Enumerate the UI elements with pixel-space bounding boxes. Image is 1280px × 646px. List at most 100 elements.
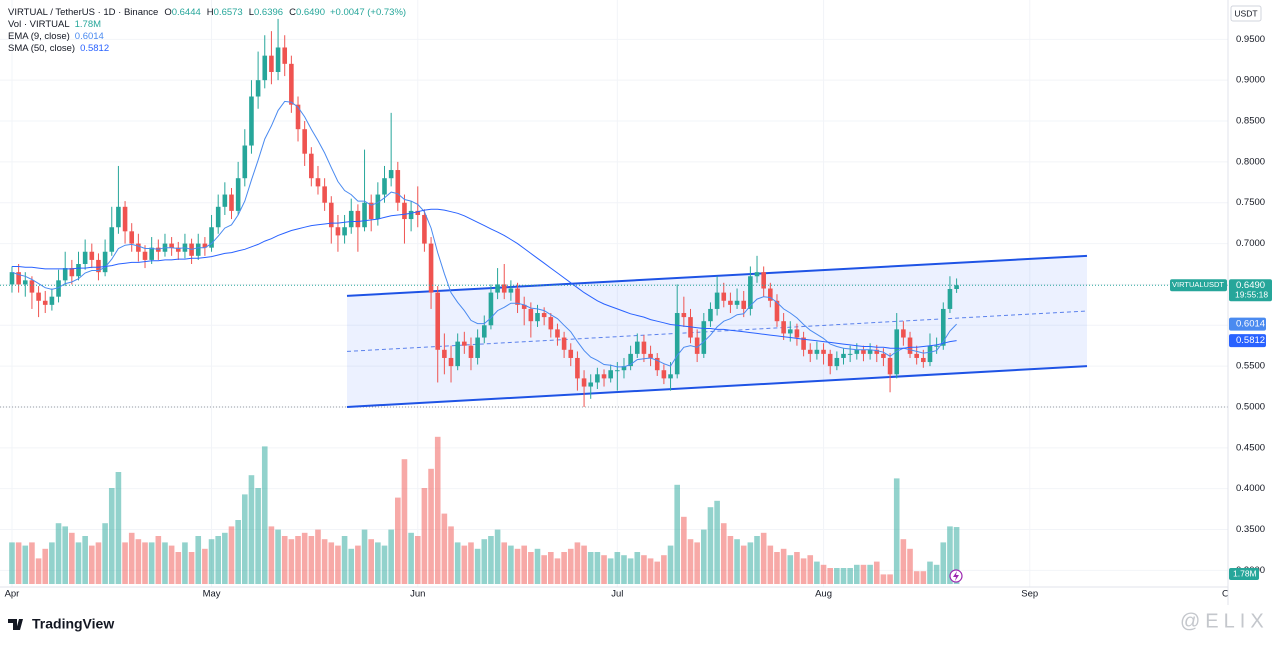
legend-line: SMA (50, close) 0.5812 — [8, 43, 109, 54]
candle-body — [435, 292, 441, 350]
legend-line: EMA (9, close) 0.6014 — [8, 31, 104, 42]
volume-bar — [528, 552, 534, 584]
volume-bar — [734, 539, 740, 584]
candle-body — [215, 206, 221, 228]
volume-bar — [388, 529, 394, 584]
x-tick-label: May — [203, 589, 221, 600]
volume-bar — [248, 475, 255, 584]
candle-body — [82, 251, 88, 265]
candle-body — [847, 353, 853, 355]
candle-body — [668, 374, 673, 379]
legend-key: H — [207, 7, 214, 18]
volume-bar — [474, 548, 481, 584]
volume-bar — [947, 526, 953, 584]
volume-bar — [228, 526, 235, 584]
candle-body — [355, 210, 361, 228]
volume-bar — [62, 526, 68, 584]
volume-bar — [375, 542, 381, 584]
candle-body — [22, 280, 28, 285]
volume-bar — [501, 542, 508, 584]
volume-bar — [834, 568, 840, 584]
volume-bar — [168, 545, 175, 584]
candle-body — [528, 308, 534, 322]
volume-bar — [341, 536, 348, 584]
volume-bar — [814, 561, 820, 584]
indicator-line — [11, 100, 957, 368]
candle-body — [395, 170, 401, 203]
candle-body — [940, 308, 946, 346]
candle-body — [561, 337, 567, 350]
volume-bar — [727, 536, 734, 584]
candle-body — [907, 337, 913, 354]
x-tick-label: Jun — [410, 589, 425, 600]
candle-body — [581, 378, 587, 387]
candle-body — [16, 272, 21, 285]
symbol-tag: VIRTUALUSDT — [1172, 280, 1224, 289]
volume-bar — [587, 552, 594, 584]
alert-bolt — [953, 571, 959, 581]
volume-bar — [401, 459, 408, 584]
candle-body — [402, 202, 407, 220]
candle-body — [934, 345, 939, 347]
candle-body — [448, 357, 454, 367]
volume-bar — [820, 564, 827, 584]
candle-body — [674, 313, 680, 375]
volume-bar — [49, 542, 55, 584]
volume-bar — [182, 542, 188, 584]
volume-bar — [794, 552, 800, 584]
volume-bar — [927, 561, 933, 584]
legend-value: 0.6490 — [296, 7, 325, 18]
volume-bar — [29, 542, 35, 584]
candle-body — [568, 349, 574, 358]
volume-bar — [368, 539, 374, 584]
x-tick-label: Jul — [611, 589, 623, 600]
volume-label: 1.78M — [1233, 568, 1257, 578]
volume-bar — [847, 568, 853, 584]
candle-body — [462, 341, 467, 346]
volume-bar — [89, 545, 95, 584]
candle-body — [481, 325, 487, 338]
volume-bar — [534, 548, 541, 584]
volume-bar — [581, 545, 587, 584]
candle-body — [681, 313, 687, 318]
y-tick-label: 0.9000 — [1236, 75, 1265, 86]
y-tick-label: 0.9500 — [1236, 34, 1265, 45]
volume-bar — [315, 529, 321, 584]
scale-bg — [1228, 0, 1280, 605]
candle-body — [648, 353, 653, 358]
volume-bar — [654, 561, 661, 584]
candle-body — [595, 374, 600, 383]
volume-bar — [102, 523, 108, 584]
volume-bar — [321, 539, 328, 584]
candle-body — [548, 317, 554, 330]
candle-body — [914, 353, 919, 358]
volume-bar — [202, 548, 208, 584]
labels: 0.95000.90000.85000.80000.75000.70000.65… — [1170, 34, 1272, 580]
y-tick-label: 0.8500 — [1236, 116, 1265, 127]
volume-bar — [22, 545, 29, 584]
candle-body — [807, 349, 813, 354]
legend-name: EMA (9, close) — [8, 31, 70, 42]
candle-body — [834, 357, 840, 367]
volume-bar — [55, 523, 62, 584]
candle-body — [415, 210, 421, 215]
candle-body — [342, 227, 347, 236]
candle-body — [76, 264, 81, 277]
brand-name: TradingView — [32, 616, 114, 632]
volume-bar — [521, 545, 527, 584]
candle-body — [122, 206, 128, 232]
candle-body — [116, 206, 121, 228]
candle-body — [521, 304, 527, 309]
candle-body — [129, 231, 135, 244]
candle-body — [348, 210, 354, 228]
candle-body — [235, 178, 241, 211]
volume-bar — [707, 507, 714, 584]
candle-body — [741, 300, 747, 309]
candle-body — [721, 292, 727, 301]
volume-bar — [873, 561, 880, 584]
candle-body — [382, 178, 387, 195]
candle-body — [535, 313, 540, 322]
candle-body — [774, 300, 780, 322]
channel-fill — [347, 255, 1087, 407]
